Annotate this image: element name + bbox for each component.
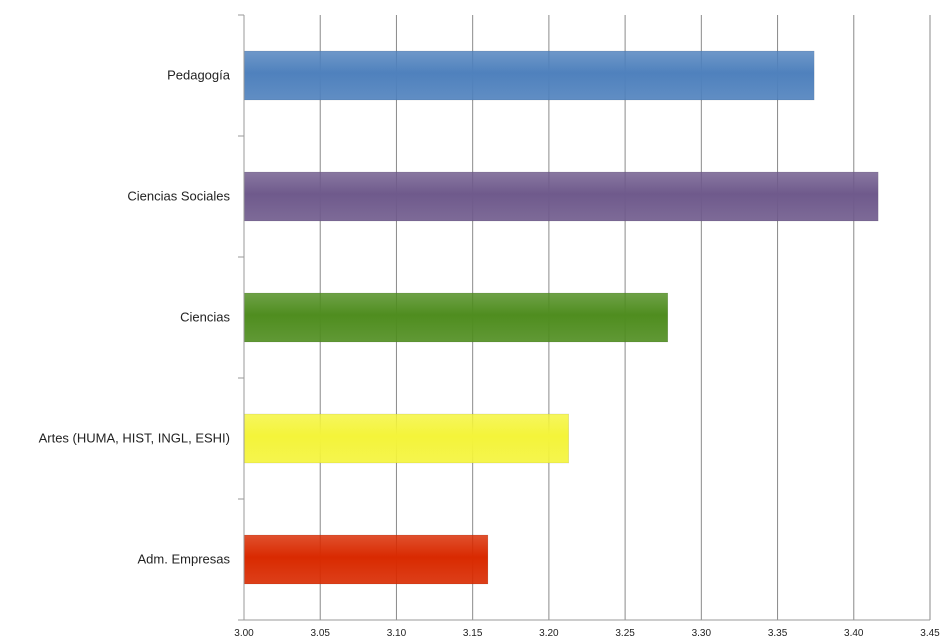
x-tick-label: 3.30 bbox=[692, 628, 712, 639]
x-tick-labels: 3.00 3.05 3.10 3.15 3.20 3.25 3.30 3.35 3.40 3.45 bbox=[234, 628, 940, 639]
bar-pedagog-a bbox=[243, 50, 815, 101]
x-tick-label: 3.00 bbox=[234, 628, 254, 639]
category-label: Artes (HUMA, HIST, INGL, ESHI) bbox=[39, 431, 230, 446]
bars bbox=[243, 50, 879, 585]
x-tick-label: 3.05 bbox=[310, 628, 330, 639]
bar-adm-empresas bbox=[243, 534, 489, 585]
x-tick-label: 3.45 bbox=[920, 628, 940, 639]
category-label: Pedagogía bbox=[167, 68, 231, 83]
bar-artes-huma-hist-ingl-eshi bbox=[243, 413, 569, 464]
category-label: Adm. Empresas bbox=[138, 552, 231, 567]
category-label: Ciencias bbox=[180, 310, 230, 325]
category-ticks bbox=[238, 14, 244, 621]
category-label: Ciencias Sociales bbox=[127, 189, 230, 204]
x-tick-label: 3.35 bbox=[768, 628, 788, 639]
bar-ciencias-sociales bbox=[243, 171, 879, 222]
x-tick-label: 3.25 bbox=[615, 628, 635, 639]
x-tick-label: 3.20 bbox=[539, 628, 559, 639]
category-labels: Pedagogía Ciencias Sociales Ciencias Artes … bbox=[39, 68, 231, 567]
x-tick-label: 3.40 bbox=[844, 628, 864, 639]
x-tick-label: 3.15 bbox=[463, 628, 483, 639]
bar-ciencias bbox=[243, 292, 669, 343]
x-tick-label: 3.10 bbox=[387, 628, 407, 639]
